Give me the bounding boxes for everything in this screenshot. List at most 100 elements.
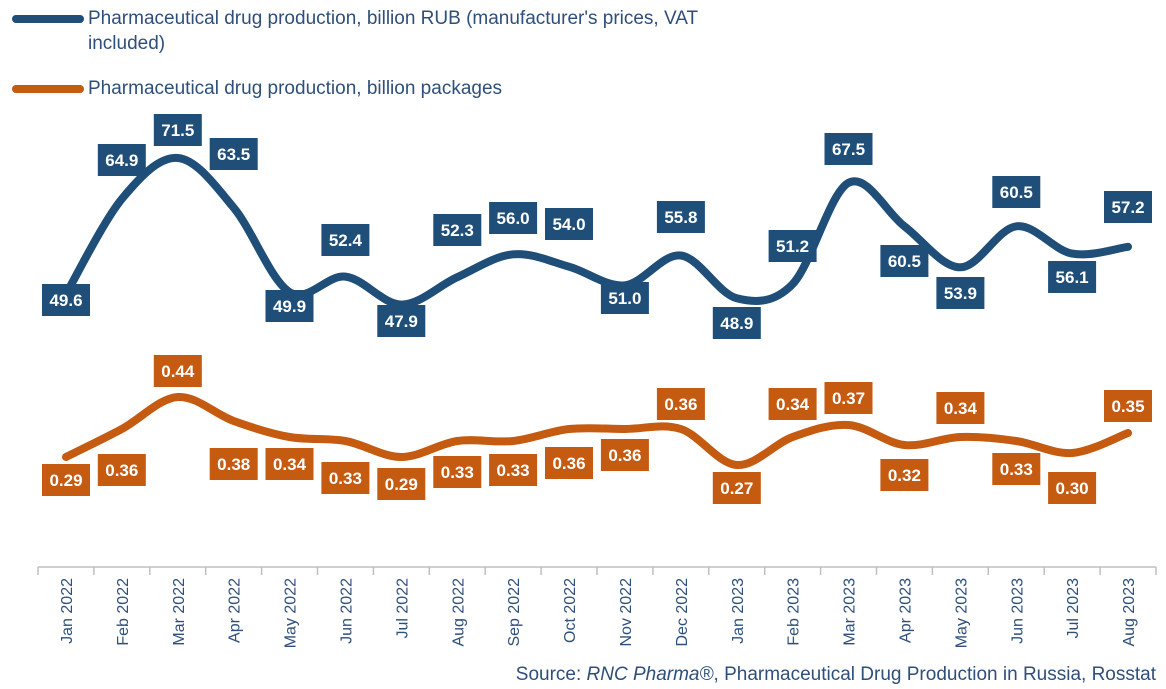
data-label-box — [97, 144, 146, 176]
data-label-packages: 0.32 — [880, 459, 929, 491]
x-tick-label: Nov 2022 — [618, 578, 635, 647]
data-label-rub: 71.5 — [153, 114, 202, 146]
data-label-rub: 64.9 — [97, 144, 146, 176]
data-label-box — [1104, 191, 1152, 223]
x-tick-label: Jun 2022 — [338, 578, 355, 644]
data-label-box — [656, 201, 705, 233]
data-label-rub: 47.9 — [377, 305, 426, 337]
data-label-text: 56.1 — [1056, 268, 1089, 287]
source-prefix: Source: — [515, 664, 587, 685]
data-label-box — [265, 290, 314, 322]
data-label-box — [377, 468, 426, 500]
data-label-text: 0.32 — [888, 466, 921, 485]
data-label-box — [489, 202, 538, 234]
data-label-box — [824, 133, 873, 165]
data-label-box — [600, 439, 649, 471]
data-label-text: 48.9 — [720, 314, 753, 333]
data-label-box — [153, 114, 202, 146]
data-label-text: 57.2 — [1111, 198, 1144, 217]
data-label-text: 0.38 — [217, 455, 250, 474]
legend-swatch-rub — [12, 15, 84, 23]
data-label-box — [42, 464, 90, 496]
data-label-box — [321, 224, 370, 256]
x-tick-label: Apr 2023 — [897, 578, 914, 643]
data-label-box — [936, 392, 985, 424]
data-label-rub: 60.5 — [992, 176, 1041, 208]
data-label-box — [712, 307, 761, 339]
data-label-text: 63.5 — [217, 145, 250, 164]
data-label-text: 60.5 — [888, 252, 921, 271]
data-label-rub: 57.2 — [1104, 191, 1152, 223]
legend-item-rub: Pharmaceutical drug production, billion … — [12, 6, 772, 56]
x-tick-label: Aug 2023 — [1121, 578, 1138, 647]
data-label-packages: 0.30 — [1048, 472, 1097, 504]
data-label-packages: 0.34 — [936, 392, 985, 424]
data-label-text: 55.8 — [664, 208, 697, 227]
data-label-box — [992, 176, 1041, 208]
x-tick-label: Oct 2022 — [562, 578, 579, 643]
data-label-text: 0.27 — [720, 479, 753, 498]
data-label-text: 0.29 — [49, 471, 82, 490]
data-label-text: 71.5 — [161, 121, 194, 140]
legend-label-packages: Pharmaceutical drug production, billion … — [88, 78, 503, 99]
data-label-text: 0.36 — [608, 446, 641, 465]
data-label-text: 0.34 — [776, 395, 810, 414]
series-line-rub — [62, 154, 1132, 309]
data-label-rub: 49.6 — [42, 284, 90, 316]
data-label-rub: 51.0 — [600, 282, 649, 314]
data-label-box — [545, 208, 593, 240]
data-label-rub: 53.9 — [936, 277, 985, 309]
x-tick-label: Mar 2022 — [171, 578, 188, 646]
x-tick-label: Jan 2022 — [59, 578, 76, 644]
data-label-box — [433, 456, 482, 488]
data-label-rub: 48.9 — [712, 307, 761, 339]
data-label-rub: 56.0 — [489, 202, 538, 234]
x-tick-label: Mar 2023 — [842, 578, 859, 646]
data-label-packages: 0.38 — [209, 448, 258, 480]
data-label-box — [824, 382, 873, 414]
data-label-rub: 63.5 — [209, 138, 258, 170]
data-label-text: 0.37 — [832, 389, 865, 408]
x-tick-label: Aug 2022 — [450, 578, 467, 647]
data-label-text: 0.34 — [944, 399, 978, 418]
x-tick-label: Jul 2022 — [394, 578, 411, 639]
x-tick-label: Dec 2022 — [674, 578, 691, 647]
data-label-box — [545, 447, 593, 479]
data-label-text: 67.5 — [832, 140, 865, 159]
data-label-text: 0.33 — [497, 461, 530, 480]
data-label-rub: 51.2 — [768, 230, 817, 262]
data-label-box — [97, 454, 146, 486]
data-label-packages: 0.27 — [712, 472, 761, 504]
data-label-text: 54.0 — [552, 215, 585, 234]
data-label-box — [936, 277, 985, 309]
data-label-box — [153, 355, 202, 387]
data-label-packages: 0.36 — [97, 454, 146, 486]
source-note: Source: RNC Pharma®, Pharmaceutical Drug… — [516, 664, 1156, 686]
source-suffix: , Pharmaceutical Drug Production in Russ… — [713, 664, 1156, 685]
data-label-box — [1048, 472, 1097, 504]
data-label-text: 0.33 — [1000, 460, 1033, 479]
data-label-text: 0.36 — [664, 395, 697, 414]
data-label-packages: 0.35 — [1104, 390, 1152, 422]
data-label-box — [768, 388, 817, 420]
data-label-box — [656, 388, 705, 420]
x-tick-label: Jan 2023 — [730, 578, 747, 644]
data-label-packages: 0.34 — [768, 388, 817, 420]
x-tick-label: Sep 2022 — [506, 578, 523, 647]
data-label-box — [600, 282, 649, 314]
data-label-box — [433, 214, 482, 246]
data-label-text: 0.33 — [441, 463, 474, 482]
data-label-packages: 0.34 — [265, 448, 314, 480]
data-label-box — [265, 448, 314, 480]
data-label-box — [489, 454, 538, 486]
data-label-packages: 0.33 — [321, 462, 370, 494]
data-label-text: 52.4 — [329, 231, 363, 250]
data-label-text: 0.36 — [105, 461, 138, 480]
data-label-box — [880, 459, 929, 491]
data-label-rub: 60.5 — [880, 245, 929, 277]
data-label-rub: 54.0 — [545, 208, 593, 240]
data-label-box — [209, 138, 258, 170]
data-label-rub: 52.3 — [433, 214, 482, 246]
data-label-rub: 56.1 — [1048, 261, 1097, 293]
